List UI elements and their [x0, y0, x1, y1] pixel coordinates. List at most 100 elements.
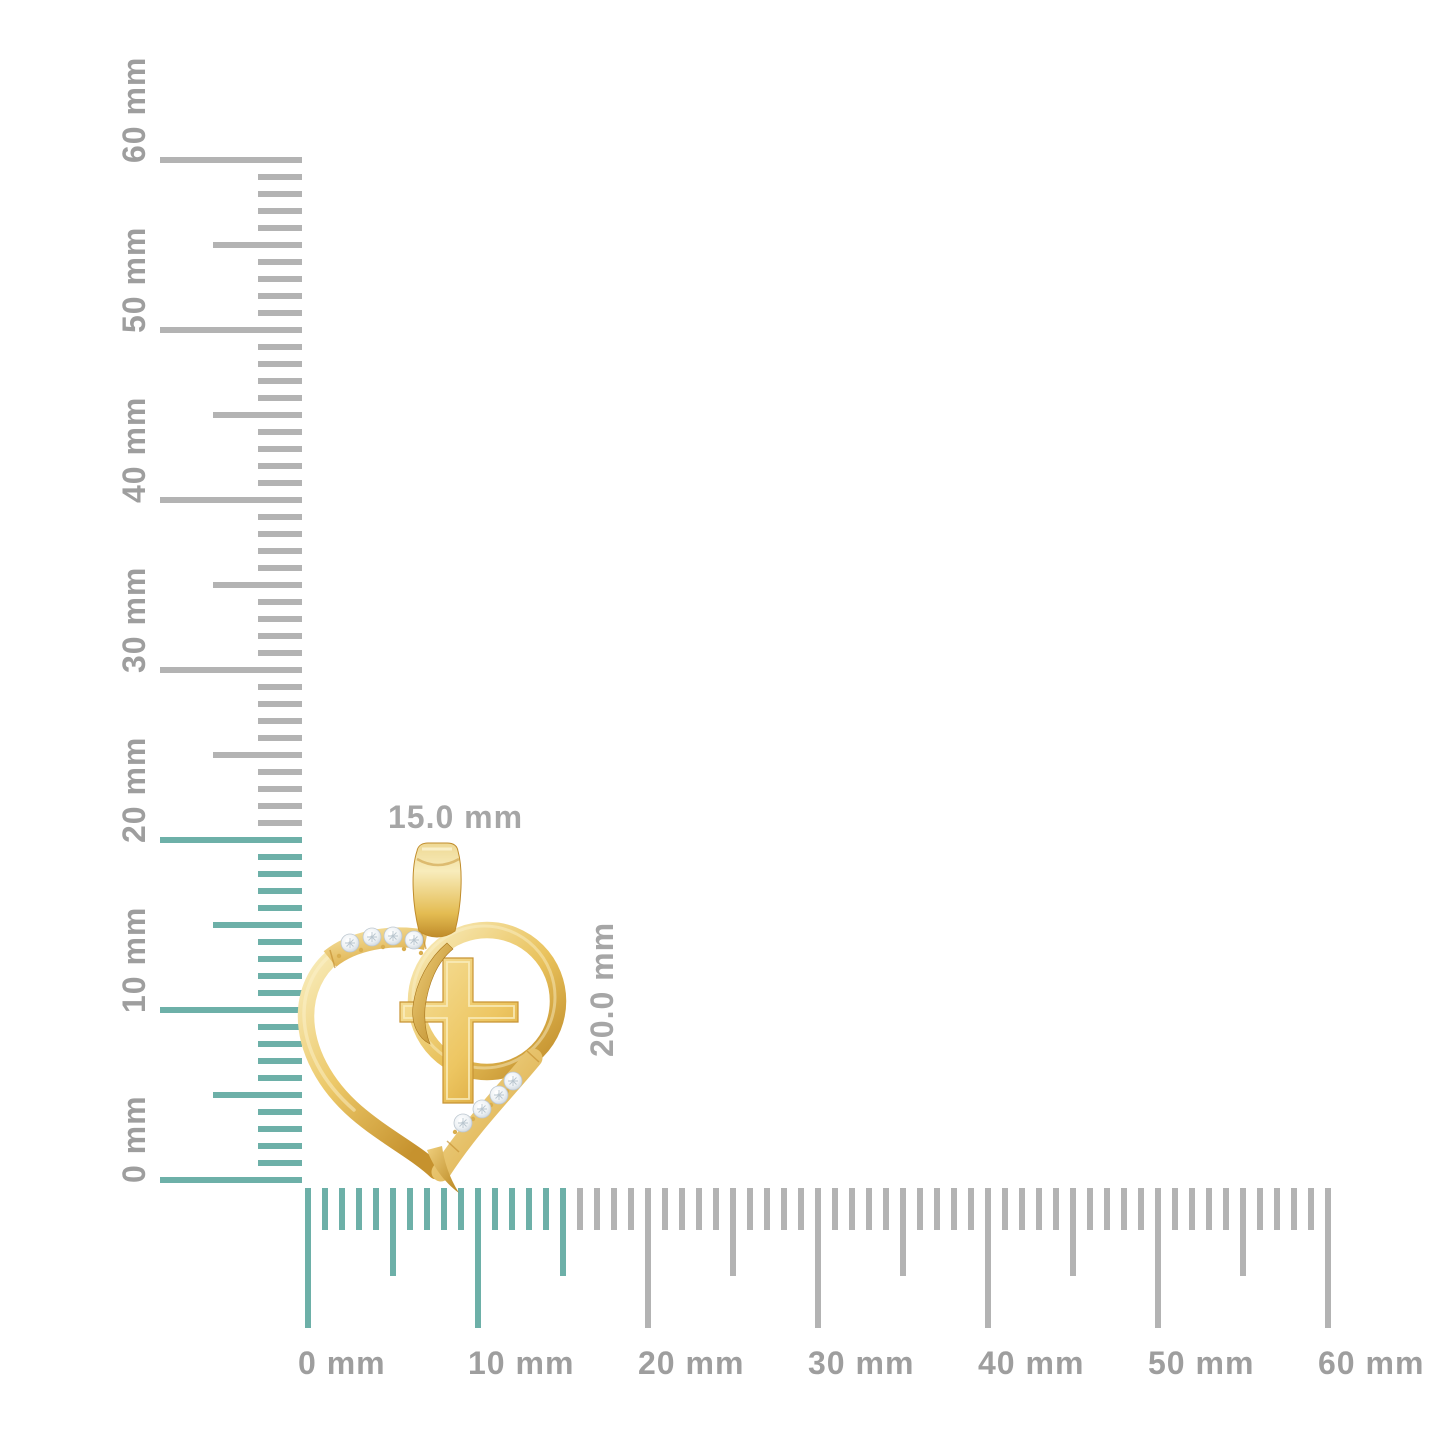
h-ruler-major-tick: [305, 1188, 311, 1328]
v-ruler-tick: [258, 514, 302, 520]
h-ruler-tick: [866, 1188, 872, 1230]
v-ruler-tick: [258, 225, 302, 231]
v-ruler-major-tick: [160, 837, 302, 843]
h-ruler-label: 30 mm: [808, 1345, 915, 1381]
v-ruler-tick: [258, 1143, 302, 1149]
h-ruler-tick: [662, 1188, 668, 1230]
v-ruler-tick: [258, 565, 302, 571]
h-ruler-tick: [611, 1188, 617, 1230]
h-ruler-tick: [373, 1188, 379, 1230]
h-ruler-label: 60 mm: [1318, 1345, 1425, 1381]
diamonds: [336, 926, 523, 1135]
v-ruler-tick: [258, 1075, 302, 1081]
h-ruler-tick: [968, 1188, 974, 1230]
v-ruler-tick: [258, 871, 302, 877]
v-ruler-major-tick: [160, 497, 302, 503]
v-ruler-major-tick: [160, 157, 302, 163]
h-ruler-tick: [458, 1188, 464, 1230]
v-ruler-tick: [258, 276, 302, 282]
milgrain-bead: [418, 950, 424, 956]
diamond-facets: [508, 1076, 518, 1086]
v-ruler-tick: [258, 1126, 302, 1132]
v-ruler-tick: [258, 361, 302, 367]
h-ruler-tick: [1019, 1188, 1025, 1230]
h-ruler-tick: [730, 1188, 736, 1276]
h-ruler-tick: [917, 1188, 923, 1230]
cross-bevel-highlight: [403, 961, 515, 1100]
v-ruler-tick: [258, 633, 302, 639]
width-dimension-label: 15.0 mm: [388, 799, 524, 835]
v-ruler-tick: [213, 752, 302, 758]
v-ruler-tick: [258, 786, 302, 792]
h-ruler-major-tick: [1155, 1188, 1161, 1328]
v-ruler-tick: [258, 395, 302, 401]
h-ruler-tick: [526, 1188, 532, 1230]
h-ruler-tick: [424, 1188, 430, 1230]
v-ruler-tick: [258, 531, 302, 537]
bail: [412, 842, 462, 938]
v-ruler-tick: [258, 803, 302, 809]
h-ruler-tick: [934, 1188, 940, 1230]
h-ruler-tick: [1240, 1188, 1246, 1276]
h-ruler-major-tick: [475, 1188, 481, 1328]
v-ruler-tick: [258, 1058, 302, 1064]
h-ruler-major-tick: [1325, 1188, 1331, 1328]
diamond-facets: [345, 938, 355, 948]
h-ruler-tick: [951, 1188, 957, 1230]
diamond-sparkle: [458, 1118, 463, 1123]
v-ruler-tick: [258, 599, 302, 605]
h-ruler-major-tick: [985, 1188, 991, 1328]
h-ruler-tick: [543, 1188, 549, 1230]
h-ruler-tick: [798, 1188, 804, 1230]
diamond-sparkle: [388, 931, 393, 936]
h-ruler-tick: [441, 1188, 447, 1230]
v-ruler-tick: [258, 480, 302, 486]
h-ruler-tick: [390, 1188, 396, 1276]
v-ruler-major-tick: [160, 667, 302, 673]
v-ruler-tick: [258, 854, 302, 860]
diamond-facets: [458, 1118, 468, 1128]
h-ruler-tick: [339, 1188, 345, 1230]
band-joints: [329, 930, 540, 1153]
v-ruler-major-tick: [160, 1177, 302, 1183]
ribbon-swoosh: [412, 942, 454, 1045]
v-ruler-tick: [258, 259, 302, 265]
h-ruler-label: 20 mm: [638, 1345, 745, 1381]
v-ruler-tick: [258, 650, 302, 656]
v-ruler-tick: [258, 548, 302, 554]
h-ruler-tick: [764, 1188, 770, 1230]
diamond-facets: [388, 931, 398, 941]
v-ruler-tick: [258, 344, 302, 350]
h-ruler-major-tick: [645, 1188, 651, 1328]
h-ruler-tick: [1257, 1188, 1263, 1230]
h-ruler-tick: [322, 1188, 328, 1230]
v-ruler-tick: [258, 905, 302, 911]
v-ruler-major-tick: [160, 327, 302, 333]
h-ruler-tick: [1121, 1188, 1127, 1230]
v-ruler-tick: [258, 718, 302, 724]
heart-right-lobe-highlight: [411, 924, 557, 1070]
v-ruler-tick: [258, 1041, 302, 1047]
diamond-facets: [367, 932, 377, 942]
h-ruler-tick: [577, 1188, 583, 1230]
h-ruler-tick: [1308, 1188, 1314, 1230]
h-ruler-tick: [679, 1188, 685, 1230]
cross: [399, 957, 519, 1104]
v-ruler-tick: [258, 174, 302, 180]
diamond-facets: [409, 935, 419, 945]
diamond-sparkle: [409, 935, 414, 940]
diamond-facets: [494, 1090, 504, 1100]
v-ruler-tick: [258, 616, 302, 622]
v-ruler-tick: [258, 1024, 302, 1030]
diamond-sparkle: [508, 1076, 513, 1081]
h-ruler-label: 0 mm: [298, 1345, 386, 1381]
diamond-sparkle: [477, 1104, 482, 1109]
v-ruler-tick: [258, 956, 302, 962]
h-ruler-tick: [713, 1188, 719, 1230]
h-ruler-tick: [1036, 1188, 1042, 1230]
h-ruler-tick: [900, 1188, 906, 1276]
diamond-sparkle: [367, 932, 372, 937]
v-ruler-tick: [258, 191, 302, 197]
v-ruler-tick: [258, 973, 302, 979]
heart-left-ribbon-highlight: [302, 952, 356, 1112]
